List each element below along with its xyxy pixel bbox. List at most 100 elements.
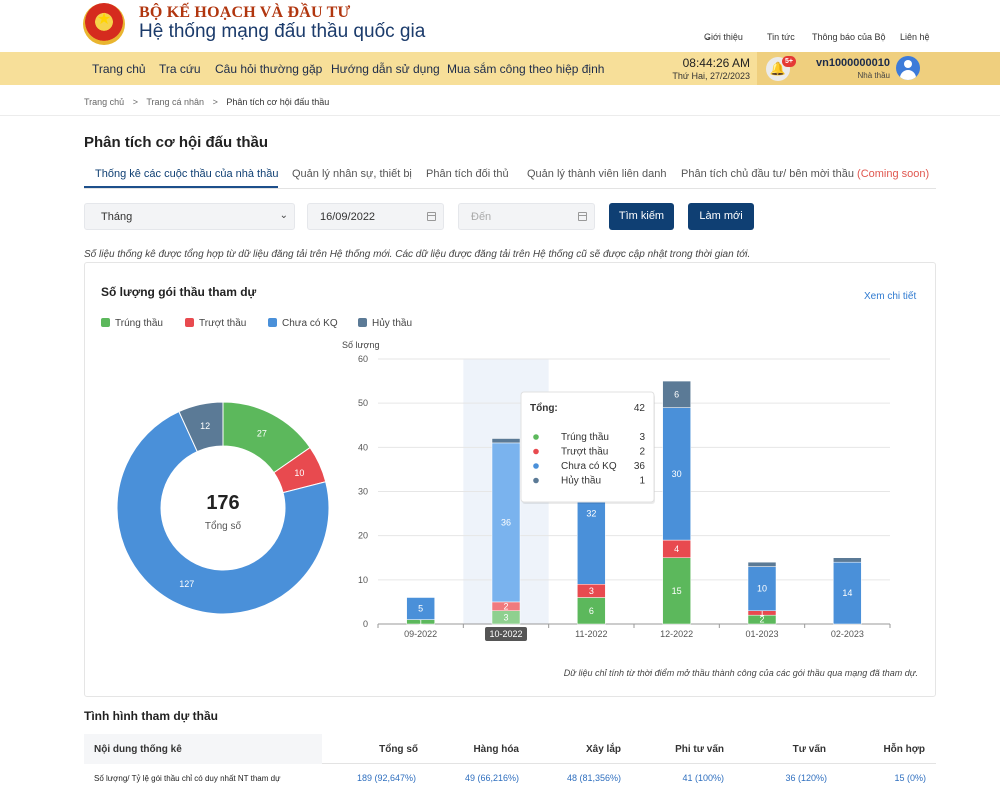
bar-segment-won[interactable] (662, 557, 691, 625)
legend-lost[interactable]: Trượt thầu (185, 318, 246, 329)
period-select[interactable]: Tháng ⌄ (84, 203, 295, 230)
nav-home[interactable]: Trang chủ (92, 62, 146, 76)
nav-lookup[interactable]: Tra cứu (159, 62, 201, 76)
bar-value-label: 36 (501, 517, 511, 527)
tooltip-row-label: Trượt thầu (561, 446, 608, 458)
bar-segment-pending[interactable] (833, 561, 862, 625)
table-row-label: Số lượng/ Tỷ lệ gói thầu chỉ có duy nhất… (94, 774, 281, 783)
bar-value-label: 1 (759, 608, 764, 618)
username[interactable]: vn1000000010 (815, 57, 890, 69)
legend-cancelled[interactable]: Hủy thầu (358, 318, 412, 329)
to-date-input[interactable]: Đến (458, 203, 595, 230)
tabs-divider (84, 188, 936, 189)
table-cell[interactable]: 189 (92,647%) (356, 773, 416, 783)
tooltip-row-label: Trúng thầu (561, 431, 609, 443)
bar-value-label: 30 (672, 469, 682, 479)
legend-swatch-pending (268, 318, 277, 327)
tooltip-row-value: 2 (639, 447, 645, 458)
x-tick-label: 12-2022 (660, 629, 693, 639)
clock-time: 08:44:26 AM (682, 56, 750, 70)
bar-value-label: 15 (672, 586, 682, 596)
nav-public-procurement[interactable]: Mua sắm công theo hiệp định (447, 62, 605, 76)
tab-investor-analysis[interactable]: Phân tích chủ đầu tư/ bên mời thầu (Comi… (681, 168, 930, 180)
calendar-icon (578, 212, 587, 221)
table-cell[interactable]: 36 (120%) (785, 773, 827, 783)
table-cell[interactable]: 15 (0%) (894, 773, 926, 783)
bar-segment-pending[interactable] (662, 407, 691, 541)
view-detail-link[interactable]: Xem chi tiết (864, 291, 917, 302)
top-link-news[interactable]: Tin tức (767, 32, 795, 42)
breadcrumb-separator: > (132, 97, 138, 107)
bar-segment-pending[interactable] (747, 566, 777, 611)
tooltip-row-value: 3 (639, 432, 645, 443)
y-tick-label: 0 (363, 619, 368, 629)
bar-value-label: 6 (589, 606, 594, 616)
breadcrumb-home[interactable]: Trang chủ (84, 97, 125, 107)
tab-staff-equipment[interactable]: Quản lý nhân sự, thiết bị (292, 168, 412, 180)
reset-button[interactable]: Làm mới (688, 203, 754, 230)
top-link-ministry-notices[interactable]: Thông báo của Bộ (812, 32, 886, 42)
x-tick-label: 10-2022 (489, 629, 522, 639)
system-title[interactable]: Hệ thống mạng đấu thầu quốc gia (139, 21, 426, 42)
ministry-name: BỘ KẾ HOẠCH VÀ ĐẦU TƯ (139, 4, 351, 21)
tooltip-row-label: Chưa có KQ (561, 461, 617, 472)
tab-joint-venture-members[interactable]: Quản lý thành viên liên danh (527, 168, 667, 180)
donut-slice-label: 10 (294, 468, 304, 478)
divider (0, 115, 1000, 116)
bar-segment-cancelled[interactable] (662, 380, 691, 408)
tooltip-total-label: Tổng: (530, 402, 558, 414)
y-tick-label: 40 (358, 442, 368, 452)
national-emblem-icon: ★ (83, 3, 125, 45)
bar-segment-pending[interactable] (406, 597, 435, 620)
legend-pending[interactable]: Chưa có KQ (268, 318, 338, 329)
clock: 08:44:26 AM Thứ Hai, 27/2/2023 (668, 56, 750, 81)
table-cell[interactable]: 48 (81,356%) (566, 773, 621, 783)
x-tick-label: 01-2023 (745, 629, 778, 639)
top-header: ★ BỘ KẾ HOẠCH VÀ ĐẦU TƯ Hệ thống mạng đấ… (0, 0, 1000, 52)
donut-slice-cancelled[interactable] (178, 401, 224, 453)
bar-segment-cancelled[interactable] (833, 557, 862, 563)
nav-guide[interactable]: Hướng dẫn sử dụng (331, 62, 440, 76)
tooltip-row-value: 36 (634, 461, 646, 472)
chart-footnote: Dữ liệu chỉ tính từ thời điểm mở thầu th… (563, 668, 918, 678)
chevron-down-icon: ⌄ (279, 210, 288, 221)
y-tick-label: 30 (358, 487, 368, 497)
bar-value-label: 14 (842, 588, 852, 598)
y-tick-label: 50 (358, 398, 368, 408)
top-link-contact[interactable]: Liên hệ (900, 32, 930, 42)
legend-swatch-won (101, 318, 110, 327)
donut-slice-label: 12 (200, 421, 210, 431)
donut-slice-label: 27 (257, 429, 267, 439)
y-tick-label: 20 (358, 531, 368, 541)
search-button[interactable]: Tìm kiếm (609, 203, 674, 230)
bar-segment-pending[interactable] (491, 442, 521, 603)
donut-slice-pending[interactable] (116, 410, 330, 615)
tab-competitor-analysis[interactable]: Phân tích đối thủ (426, 168, 509, 180)
tooltip-dot (533, 477, 539, 484)
table-header-cell: Tổng số (379, 744, 418, 755)
avatar-icon[interactable] (896, 56, 920, 80)
y-tick-label: 60 (358, 354, 368, 364)
donut-total-label: Tổng số (205, 520, 242, 532)
y-axis-title: Số lượng (342, 340, 379, 350)
table-cell[interactable]: 49 (66,216%) (464, 773, 519, 783)
table-cell[interactable]: 41 (100%) (682, 773, 724, 783)
table-header-row: Nội dung thống kê Tổng số Hàng hóa Xây l… (84, 734, 936, 764)
nav-faq[interactable]: Câu hỏi thường gặp (215, 62, 323, 76)
top-link-about[interactable]: Giới thiệu ⌄ (704, 32, 743, 42)
bar-value-label: 2 (759, 615, 764, 625)
from-date-input[interactable]: 16/09/2022 (307, 203, 444, 230)
legend-swatch-cancelled (358, 318, 367, 327)
breadcrumb-profile[interactable]: Trang cá nhân (146, 97, 205, 107)
bar-segment-cancelled[interactable] (747, 561, 777, 567)
donut-total: 176 (206, 492, 239, 514)
tab-bid-statistics[interactable]: Thống kê các cuộc thầu của nhà thầu (95, 168, 279, 180)
bar-segment-cancelled[interactable] (491, 438, 521, 444)
table-header-cell: Hỗn hợp (883, 744, 925, 755)
bar-value-label: 10 (757, 584, 767, 594)
coming-soon-label: (Coming soon) (857, 168, 930, 180)
legend-won[interactable]: Trúng thầu (101, 318, 163, 329)
bar-segment-won[interactable] (577, 597, 606, 625)
card-title: Số lượng gói thầu tham dự (101, 285, 257, 299)
